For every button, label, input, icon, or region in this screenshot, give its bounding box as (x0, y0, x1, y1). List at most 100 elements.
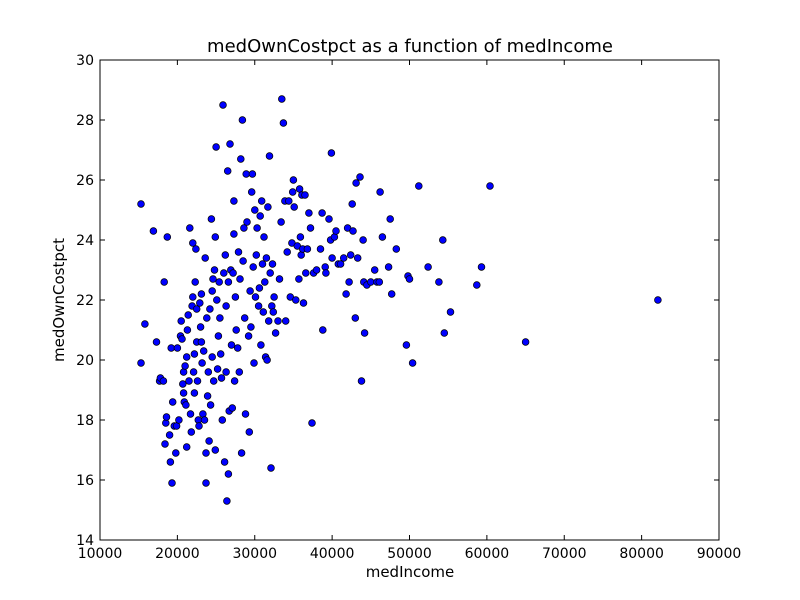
data-point (198, 359, 206, 367)
data-point (486, 182, 494, 190)
data-point (249, 263, 257, 271)
data-point (205, 437, 213, 445)
data-point (262, 254, 271, 262)
data-point (279, 119, 288, 127)
data-point (190, 389, 199, 397)
y-tick-label: 20 (76, 353, 94, 369)
data-point (187, 428, 196, 436)
data-point (255, 284, 264, 292)
data-point (260, 233, 268, 241)
data-point (195, 422, 203, 430)
data-point (328, 254, 336, 262)
x-tick-label: 70000 (542, 546, 587, 562)
data-point (202, 449, 210, 457)
data-point (165, 431, 174, 439)
data-point (367, 278, 375, 286)
data-point (296, 233, 305, 241)
data-point (207, 215, 216, 223)
data-point (378, 233, 387, 241)
data-point (254, 302, 263, 310)
data-point (308, 419, 316, 427)
data-point (435, 278, 443, 286)
data-point (179, 380, 187, 388)
data-point (278, 95, 286, 103)
data-point (199, 347, 208, 355)
data-point (348, 200, 356, 208)
data-point (184, 311, 192, 319)
data-point (318, 209, 326, 217)
data-point (191, 278, 199, 286)
data-point (211, 446, 220, 454)
data-point (322, 269, 330, 277)
data-point (473, 281, 481, 289)
data-point (384, 263, 393, 271)
data-point (240, 224, 248, 232)
chart-title: medOwnCostpct as a function of medIncome (207, 36, 613, 57)
data-point (319, 326, 327, 334)
data-point (299, 299, 308, 307)
data-point (305, 209, 313, 217)
data-point (352, 179, 360, 187)
data-point (301, 191, 309, 199)
data-point (339, 254, 348, 262)
data-point (264, 317, 273, 325)
data-point (446, 308, 455, 316)
data-point (204, 368, 213, 376)
data-point (182, 353, 191, 361)
data-point (168, 479, 176, 487)
data-point (224, 278, 233, 286)
data-point (440, 329, 449, 337)
data-point (203, 392, 212, 400)
data-point (222, 302, 230, 310)
data-point (243, 218, 251, 226)
data-point (345, 278, 353, 286)
data-point (274, 317, 282, 325)
data-point (312, 266, 321, 274)
data-point (392, 245, 401, 253)
data-point (257, 341, 265, 349)
y-tick-label: 18 (76, 413, 94, 429)
data-point (213, 365, 222, 373)
data-point (263, 356, 271, 364)
data-point (259, 308, 268, 316)
data-point (217, 374, 226, 382)
data-point (182, 401, 190, 409)
data-point (245, 428, 254, 436)
data-point (405, 275, 414, 283)
data-point (275, 275, 284, 283)
data-point (250, 359, 258, 367)
data-point (246, 287, 254, 295)
data-point (357, 377, 366, 385)
data-points (137, 95, 662, 505)
data-point (415, 182, 423, 190)
data-point (186, 410, 195, 418)
data-point (161, 440, 169, 448)
x-axis-ticks: 10000 20000 30000 40000 50000 60000 70000 80000… (78, 60, 741, 562)
data-point (227, 341, 236, 349)
data-point (236, 275, 244, 283)
data-point (239, 257, 247, 265)
data-point (288, 188, 297, 196)
data-point (349, 227, 357, 235)
data-point (223, 497, 231, 505)
data-point (223, 167, 232, 175)
y-tick-label: 16 (76, 473, 94, 489)
data-point (248, 170, 257, 178)
data-point (269, 308, 278, 316)
data-point (203, 314, 211, 322)
data-point (654, 296, 662, 304)
data-point (167, 344, 175, 352)
data-point (327, 149, 336, 157)
x-tick-label: 10000 (78, 546, 123, 562)
data-point (141, 320, 149, 328)
data-point (241, 410, 250, 418)
data-point (316, 245, 325, 253)
data-point (197, 338, 206, 346)
data-point (182, 443, 191, 451)
data-point (222, 368, 230, 376)
data-point (356, 173, 364, 181)
data-point (521, 338, 530, 346)
data-point (190, 350, 199, 358)
data-point (408, 359, 417, 367)
data-point (283, 248, 291, 256)
